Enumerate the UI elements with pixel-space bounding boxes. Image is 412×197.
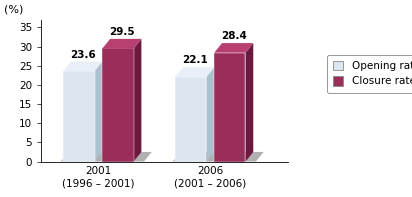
Polygon shape xyxy=(61,152,152,162)
Bar xyxy=(175,77,206,162)
Legend: Opening rate, Closure rate: Opening rate, Closure rate xyxy=(327,55,412,93)
Polygon shape xyxy=(102,39,141,48)
Bar xyxy=(214,53,246,162)
Bar xyxy=(63,71,94,162)
Text: (%): (%) xyxy=(4,4,23,14)
Text: 29.5: 29.5 xyxy=(109,27,135,37)
Bar xyxy=(102,48,133,162)
Text: 28.4: 28.4 xyxy=(221,31,247,41)
Polygon shape xyxy=(173,152,264,162)
Polygon shape xyxy=(214,43,253,53)
Polygon shape xyxy=(94,61,102,162)
Polygon shape xyxy=(133,39,141,162)
Polygon shape xyxy=(63,61,102,71)
Polygon shape xyxy=(246,43,253,162)
Polygon shape xyxy=(206,67,214,162)
Text: 22.1: 22.1 xyxy=(182,55,208,65)
Polygon shape xyxy=(175,67,214,77)
Text: 23.6: 23.6 xyxy=(70,50,96,59)
